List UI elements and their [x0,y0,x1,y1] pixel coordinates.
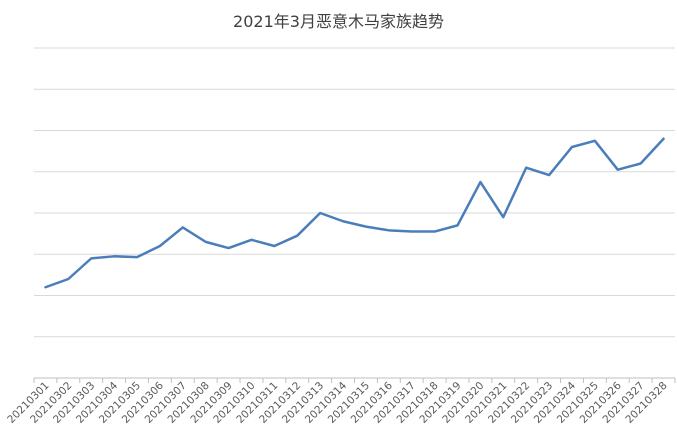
x-tick-labels: 2021030120210302202103032021030420210305… [5,379,669,426]
gridlines [34,47,675,338]
x-axis [33,377,676,383]
series-line [44,137,665,289]
chart-title: 2021年3月恶意木马家族趋势 [233,12,444,31]
series-lines [44,137,665,289]
